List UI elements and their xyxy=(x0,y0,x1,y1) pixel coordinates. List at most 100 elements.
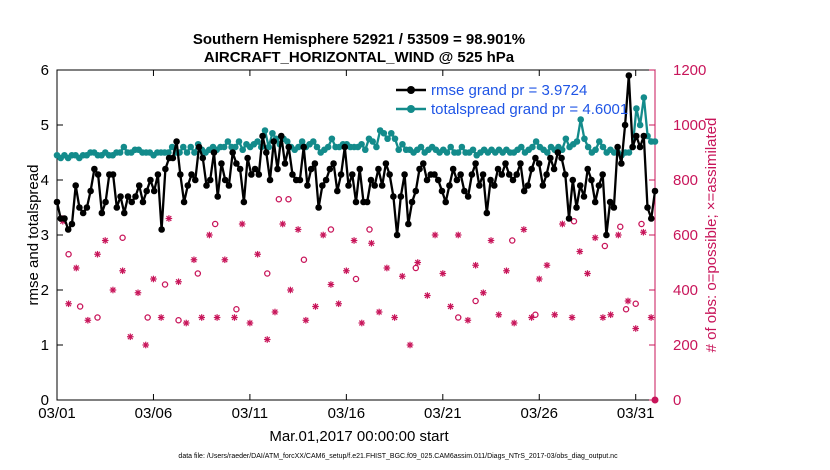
spread-point xyxy=(373,143,380,151)
spread-point xyxy=(447,143,455,151)
y-right-tick-label: 600 xyxy=(673,227,698,244)
spread-point xyxy=(179,143,187,151)
obs-assimilated-marker xyxy=(591,234,599,242)
obs-assimilated-marker xyxy=(335,300,342,308)
obs-assimilated-marker xyxy=(559,220,566,228)
obs-assimilated-marker xyxy=(584,270,591,277)
rmse-point xyxy=(580,193,588,200)
rmse-point xyxy=(502,160,509,167)
rmse-point xyxy=(345,182,352,189)
y-axis-right: 0 200 400 600 800 1000 1200 xyxy=(649,62,706,409)
obs-possible-marker xyxy=(366,226,373,233)
rmse-point xyxy=(472,160,479,167)
rmse-point xyxy=(640,132,648,140)
rmse-point xyxy=(304,182,311,189)
obs-assimilated-marker xyxy=(238,220,246,228)
rmse-point xyxy=(214,193,222,200)
rmse-point xyxy=(610,204,618,211)
rmse-point xyxy=(539,182,547,189)
rmse-point xyxy=(629,143,636,151)
rmse-point xyxy=(330,160,337,167)
obs-assimilated-marker xyxy=(480,289,487,297)
rmse-point xyxy=(431,171,438,178)
spread-point xyxy=(391,135,399,143)
obs-assimilated-marker xyxy=(487,237,495,244)
spread-point xyxy=(599,143,607,151)
obs-possible-marker xyxy=(285,195,292,203)
y-tick-label: 2 xyxy=(41,282,49,299)
rmse-point xyxy=(476,182,483,189)
y-axis-left: 0 1 2 3 4 5 6 xyxy=(41,62,63,409)
rmse-point xyxy=(135,182,143,189)
spread-point xyxy=(298,138,306,145)
rmse-point xyxy=(449,165,457,173)
x-tick-label: 03/26 xyxy=(520,405,558,422)
y-right-tick-label: 0 xyxy=(673,392,681,409)
rmse-point xyxy=(139,198,147,206)
rmse-point xyxy=(442,198,450,206)
legend: rmse grand pr = 3.9724 totalspread grand… xyxy=(396,82,628,118)
rmse-point xyxy=(543,171,550,178)
rmse-point xyxy=(419,160,427,167)
rmse-point xyxy=(206,176,214,184)
obs-assimilated-marker xyxy=(647,314,655,321)
rmse-point xyxy=(562,171,569,178)
x-tick-label: 03/21 xyxy=(424,405,462,422)
spread-point xyxy=(269,129,276,137)
obs-possible-marker xyxy=(211,220,219,228)
rmse-point xyxy=(644,204,651,211)
spread-point xyxy=(595,138,603,145)
spread-point xyxy=(399,140,406,148)
rmse-point xyxy=(651,187,659,195)
rmse-point xyxy=(117,193,124,200)
obs-assimilated-marker xyxy=(343,267,350,275)
rmse-point xyxy=(248,171,255,178)
rmse-point xyxy=(337,171,345,178)
spread-point xyxy=(261,127,269,134)
obs-assimilated-marker xyxy=(84,316,92,324)
spread-point xyxy=(469,146,477,154)
spread-point xyxy=(592,146,599,154)
rmse-point xyxy=(532,154,539,162)
rmse-point xyxy=(300,143,307,151)
rmse-point xyxy=(517,160,524,167)
rmse-point xyxy=(483,209,491,217)
rmse-point xyxy=(210,149,218,156)
rmse-point xyxy=(64,226,72,233)
rmse-point xyxy=(266,176,274,184)
y-tick-label: 3 xyxy=(41,227,49,244)
rmse-point xyxy=(565,215,573,222)
obs-assimilated-marker xyxy=(551,311,558,319)
obs-assimilated-marker xyxy=(358,319,366,327)
spread-point xyxy=(309,138,317,145)
obs-possible-marker xyxy=(509,237,516,244)
rmse-point xyxy=(606,198,614,206)
obs-assimilated-marker xyxy=(495,311,503,319)
rmse-point xyxy=(367,176,375,184)
rmse-point xyxy=(352,198,360,206)
rmse-point xyxy=(102,198,109,206)
rmse-point xyxy=(595,182,603,189)
rmse-point xyxy=(647,215,655,222)
rmse-point xyxy=(76,204,83,211)
y-right-tick-label: 400 xyxy=(673,282,698,299)
obs-assimilated-marker xyxy=(65,300,72,308)
rmse-point xyxy=(72,182,79,189)
rmse-point xyxy=(479,171,487,178)
chart-subtitle: AIRCRAFT_HORIZONTAL_WIND @ 525 hPa xyxy=(204,49,515,66)
obs-assimilated-marker xyxy=(447,303,454,310)
y-tick-label: 5 xyxy=(41,117,49,134)
rmse-point xyxy=(98,209,106,217)
obs-assimilated-marker xyxy=(254,250,261,258)
obs-assimilated-marker xyxy=(312,303,319,310)
rmse-point xyxy=(334,187,341,195)
rmse-point xyxy=(554,149,562,156)
rmse-point xyxy=(599,171,606,178)
rmse-point xyxy=(120,209,128,217)
rmse-point xyxy=(453,176,461,184)
y-tick-label: 0 xyxy=(41,392,49,409)
rmse-point xyxy=(255,171,263,178)
rmse-point xyxy=(94,171,102,178)
rmse-point xyxy=(169,154,177,162)
rmse-point xyxy=(218,160,225,167)
